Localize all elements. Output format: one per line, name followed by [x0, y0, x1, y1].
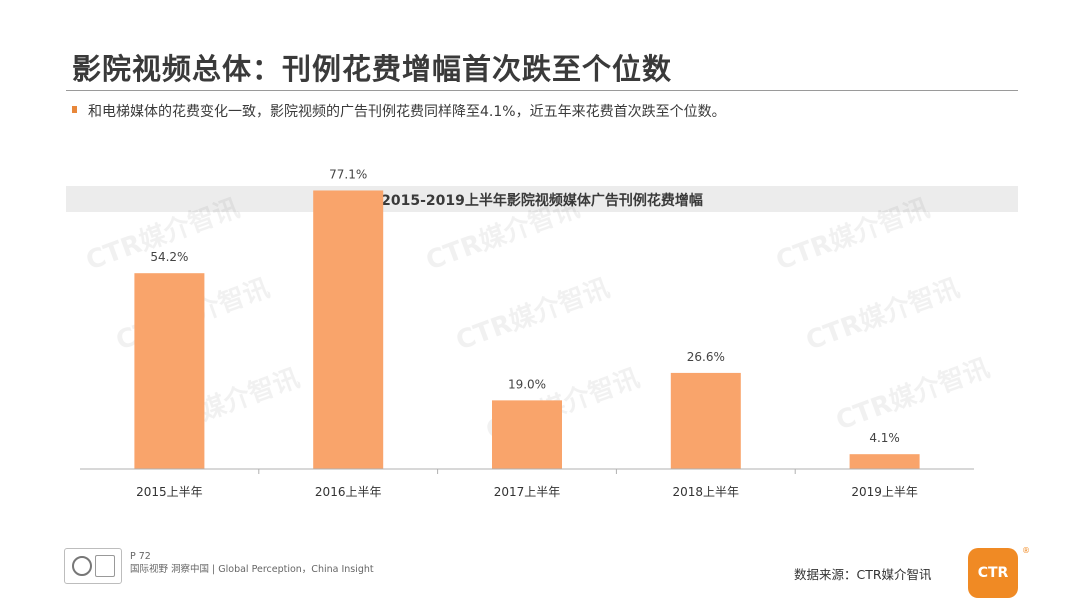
page-subtitle: 和电梯媒体的花费变化一致，影院视频的广告刊例花费同样降至4.1%，近五年来花费首…	[88, 104, 726, 120]
data-label-2: 77.1%	[329, 167, 367, 181]
x-tick-label-3: 2017上半年	[494, 485, 561, 499]
x-tick-label-4: 2018上半年	[673, 485, 740, 499]
bullet-marker	[72, 106, 77, 113]
watermark-5: CTR媒介智讯	[452, 273, 613, 356]
watermark-2: CTR媒介智讯	[422, 193, 583, 276]
bar-4	[670, 372, 741, 469]
data-label-1: 54.2%	[150, 250, 188, 264]
ctr-logo: CTR	[968, 548, 1018, 598]
registered-mark-icon: ®	[1022, 546, 1030, 555]
bar-3	[492, 400, 562, 469]
seal-icon	[71, 556, 92, 576]
data-source: 数据来源：CTR媒介智讯	[794, 567, 932, 582]
x-tick-label-2: 2016上半年	[315, 485, 382, 499]
footer-branding: P 72 国际视野 洞察中国 | Global Perception，China…	[64, 548, 374, 584]
title-divider	[66, 90, 1018, 91]
bar-5	[849, 454, 920, 469]
certification-logo	[64, 548, 122, 584]
watermark-6: CTR媒介智讯	[802, 273, 963, 356]
page-title: 影院视频总体：刊例花费增幅首次跌至个位数	[72, 52, 673, 86]
chart-title: 2015-2019上半年影院视频媒体广告刊例花费增幅	[381, 193, 703, 209]
data-label-4: 26.6%	[687, 350, 725, 364]
x-tick-label-1: 2015上半年	[136, 485, 203, 499]
bar-2	[313, 190, 384, 469]
bar-1	[134, 273, 205, 469]
data-label-3: 19.0%	[508, 377, 546, 391]
data-label-5: 4.1%	[869, 431, 900, 445]
watermark-3: CTR媒介智讯	[772, 193, 933, 276]
x-tick-label-5: 2019上半年	[851, 485, 918, 499]
footer-text: P 72 国际视野 洞察中国 | Global Perception，China…	[130, 550, 374, 576]
badge-icon	[94, 555, 115, 577]
watermark-9: CTR媒介智讯	[832, 353, 993, 436]
page-number: P 72	[130, 551, 151, 562]
footer-tagline: 国际视野 洞察中国 | Global Perception，China Insi…	[130, 564, 374, 575]
chart-title-bar: 2015-2019上半年影院视频媒体广告刊例花费增幅	[66, 186, 1018, 212]
